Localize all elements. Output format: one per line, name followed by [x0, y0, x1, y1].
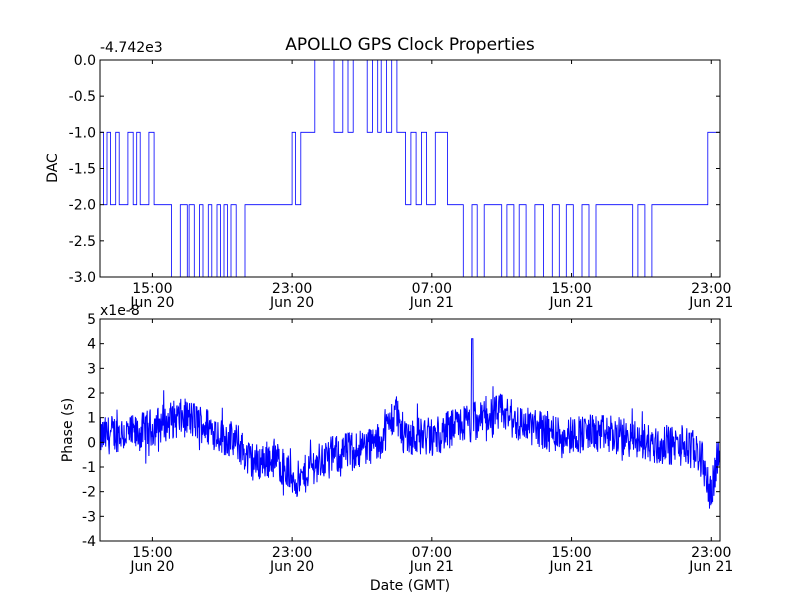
- dac-x-tick-date-label: Jun 20: [269, 295, 314, 311]
- phase-y-tick-label: 1: [87, 411, 96, 427]
- phase-x-tick-time-label: 23:00: [272, 545, 312, 561]
- dac-y-tick-label: -3.0: [69, 270, 96, 286]
- phase-axes-frame: [99, 318, 721, 542]
- dac-x-tick-time-label: 23:00: [272, 281, 312, 297]
- phase-y-tick-label: -4: [82, 534, 96, 550]
- dac-x-tick-time-label: 23:00: [691, 281, 731, 297]
- phase-y-tick-label: 5: [87, 312, 96, 328]
- phase-x-tick-date-label: Jun 20: [129, 559, 174, 575]
- phase-y-tick-label: 4: [87, 337, 96, 353]
- phase-series-line: [100, 338, 720, 509]
- dac-x-tick-date-label: Jun 21: [548, 295, 593, 311]
- phase-x-tick-time-label: 15:00: [132, 545, 172, 561]
- phase-x-tick-time-label: 15:00: [551, 545, 591, 561]
- dac-x-tick-date-label: Jun 21: [688, 295, 733, 311]
- dac-y-tick-label: -1.0: [69, 125, 96, 141]
- dac-x-tick-time-label: 15:00: [132, 281, 172, 297]
- phase-x-tick-date-label: Jun 21: [548, 559, 593, 575]
- dac-x-tick-time-label: 07:00: [412, 281, 452, 297]
- phase-y-tick-label: 2: [87, 386, 96, 402]
- phase-y-tick-label: 3: [87, 361, 96, 377]
- phase-y-tick-label: 0: [87, 435, 96, 451]
- phase-y-tick-label: -2: [82, 485, 96, 501]
- dac-y-tick-label: 0.0: [74, 53, 96, 69]
- x-axis-label: Date (GMT): [370, 578, 450, 594]
- dac-x-tick-date-label: Jun 21: [409, 295, 454, 311]
- dac-offset-label: -4.742e3: [100, 40, 163, 56]
- dac-y-axis-label: DAC: [45, 153, 61, 183]
- dac-y-tick-label: -0.5: [69, 89, 96, 105]
- dac-series-line: [100, 60, 720, 277]
- phase-x-tick-date-label: Jun 21: [409, 559, 454, 575]
- dac-y-tick-label: -1.5: [69, 162, 96, 178]
- phase-x-tick-date-label: Jun 20: [269, 559, 314, 575]
- phase-y-tick-label: -3: [82, 509, 96, 525]
- phase-y-tick-label: -1: [82, 460, 96, 476]
- dac-panel: DAC -4.742e3 0.0 -0.5 -1.0 -1.5 -2.0 -2.5 -3.0…: [45, 40, 733, 311]
- dac-y-tick-label: -2.5: [69, 234, 96, 250]
- phase-x-tick-time-label: 23:00: [691, 545, 731, 561]
- phase-offset-label: x1e-8: [100, 303, 140, 319]
- phase-x-tick-time-label: 07:00: [412, 545, 452, 561]
- phase-x-tick-date-label: Jun 21: [688, 559, 733, 575]
- dac-y-tick-label: -2.0: [69, 198, 96, 214]
- chart-title: APOLLO GPS Clock Properties: [285, 35, 535, 55]
- dac-x-tick-time-label: 15:00: [551, 281, 591, 297]
- dac-x-tick-date-label: Jun 20: [129, 295, 174, 311]
- phase-y-axis-label: Phase (s): [60, 398, 76, 462]
